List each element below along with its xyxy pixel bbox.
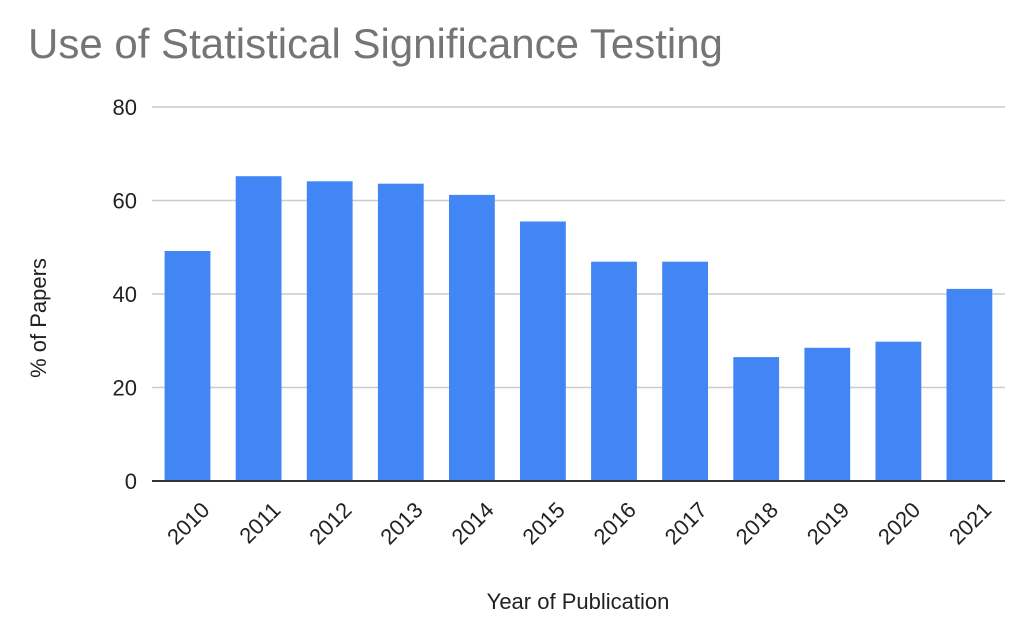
y-tick-label: 40 [113,282,137,307]
x-tick-label: 2020 [873,497,925,549]
bar-2019 [804,347,851,481]
gridlines [152,106,1005,389]
bar-2021 [946,288,993,481]
x-axis-ticks: 2010 2011 2012 2013 2014 2015 2016 2017 2018 2019… [162,497,996,549]
x-tick-label: 2015 [518,497,570,549]
bar-2012 [306,181,353,482]
bar-2018 [733,357,780,481]
y-tick-label: 80 [113,95,137,120]
x-tick-label: 2010 [162,497,214,549]
y-tick-label: 0 [125,469,137,494]
bar-2015 [520,221,566,481]
bar-2014 [449,194,495,481]
y-tick-label: 60 [113,189,137,214]
bar-2011 [235,176,282,481]
x-tick-label: 2019 [802,497,854,549]
chart-title: Use of Statistical Significance Testing [28,20,723,67]
x-tick-label: 2021 [944,497,996,549]
bar-2016 [591,261,637,481]
y-axis-label: % of Papers [26,258,51,378]
x-tick-label: 2017 [660,497,712,549]
y-tick-label: 20 [113,376,137,401]
bar-2017 [662,261,708,481]
x-axis-label: Year of Publication [487,589,670,614]
y-axis-ticks: 0 20 40 60 80 [113,95,137,494]
x-tick-label: 2016 [589,497,641,549]
bar-2013 [377,183,424,481]
x-tick-label: 2011 [234,497,285,548]
x-tick-label: 2012 [304,497,356,549]
bar-2010 [164,251,211,481]
x-tick-label: 2014 [446,497,498,549]
x-tick-label: 2013 [375,497,427,549]
x-tick-label: 2018 [731,497,783,549]
bars [164,176,993,482]
bar-2020 [875,341,922,481]
